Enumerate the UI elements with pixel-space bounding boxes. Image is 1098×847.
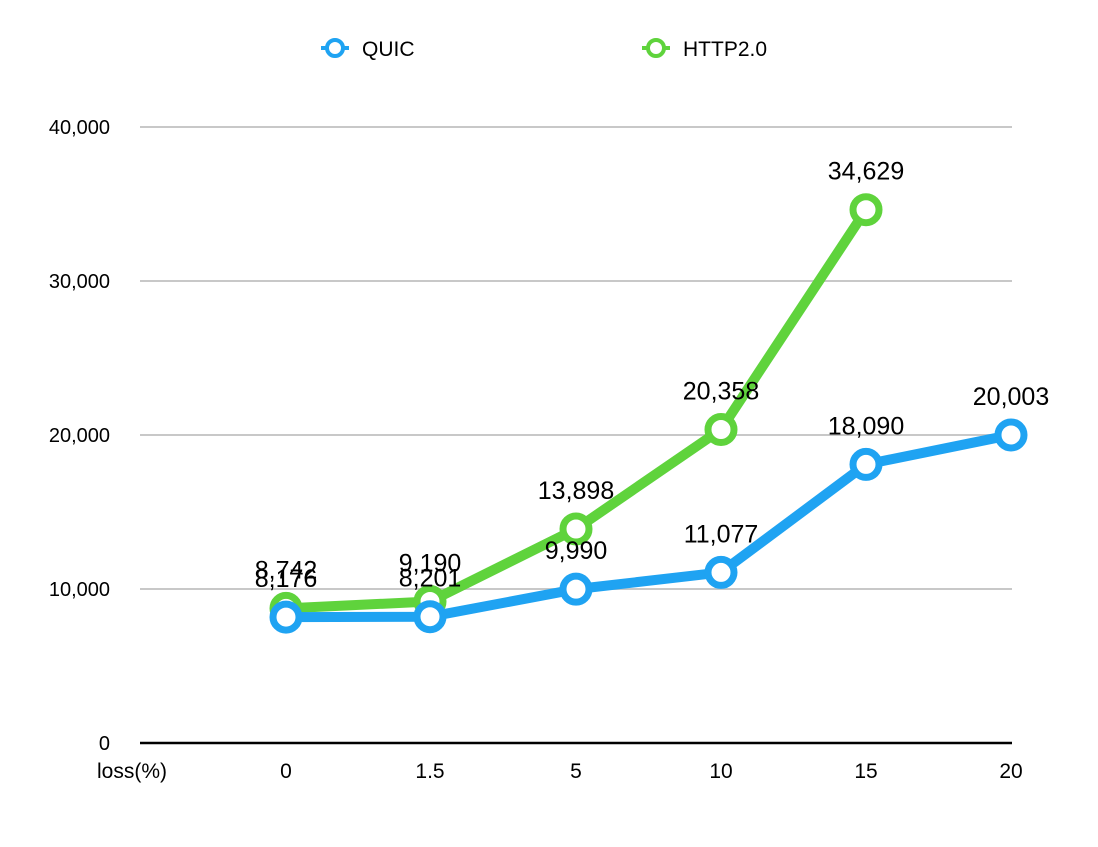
series-quic bbox=[269, 418, 1028, 634]
x-tick-label: 0 bbox=[280, 760, 292, 783]
legend-marker-icon bbox=[325, 38, 345, 58]
y-tick-label: 0 bbox=[99, 733, 110, 755]
y-tick-label: 40,000 bbox=[49, 117, 110, 139]
data-label: 20,003 bbox=[973, 383, 1049, 411]
data-point bbox=[704, 412, 738, 446]
data-label: 9,990 bbox=[545, 537, 608, 565]
legend-label: HTTP2.0 bbox=[683, 38, 767, 61]
x-tick-label: 1.5 bbox=[415, 760, 444, 783]
data-label: 20,358 bbox=[683, 377, 759, 405]
data-point bbox=[559, 572, 593, 606]
data-point bbox=[559, 512, 593, 546]
data-label: 18,090 bbox=[828, 412, 904, 440]
legend-entry: QUIC bbox=[321, 38, 415, 61]
data-label: 13,898 bbox=[538, 477, 614, 505]
data-label: 11,077 bbox=[684, 520, 759, 548]
y-tick-label: 10,000 bbox=[49, 579, 110, 601]
legend-marker-icon bbox=[646, 38, 666, 58]
data-label: 8,742 bbox=[255, 556, 318, 584]
y-tick-label: 30,000 bbox=[49, 271, 110, 293]
data-label: 34,629 bbox=[828, 158, 904, 186]
legend-label: QUIC bbox=[362, 38, 415, 61]
series-layer bbox=[269, 193, 1028, 634]
series-line bbox=[281, 429, 1016, 623]
x-axis-title: loss(%) bbox=[97, 760, 167, 783]
legend: QUIC HTTP2.0 bbox=[321, 38, 767, 61]
data-label-layer: 8,742 9,190 13,898 20,358 34,629 8,176 8,201 9,… bbox=[255, 158, 1050, 593]
data-point bbox=[413, 600, 447, 634]
data-point bbox=[704, 555, 738, 589]
data-point bbox=[269, 600, 303, 634]
legend-entry: HTTP2.0 bbox=[642, 38, 767, 61]
data-label: 9,190 bbox=[399, 549, 462, 577]
x-tick-label: 15 bbox=[854, 760, 877, 783]
data-point bbox=[849, 447, 883, 481]
data-point bbox=[849, 193, 883, 227]
x-tick-label: 20 bbox=[999, 760, 1022, 783]
data-label: 8,201 bbox=[399, 565, 462, 593]
y-tick-label: 20,000 bbox=[49, 425, 110, 447]
data-point bbox=[994, 418, 1028, 452]
x-tick-label: 10 bbox=[709, 760, 732, 783]
x-tick-label: 5 bbox=[570, 760, 582, 783]
axis-layer: 0 10,000 20,000 30,000 40,000 loss(%) 0 1.5 5 10 1… bbox=[49, 117, 1023, 783]
data-label: 8,176 bbox=[255, 565, 318, 593]
